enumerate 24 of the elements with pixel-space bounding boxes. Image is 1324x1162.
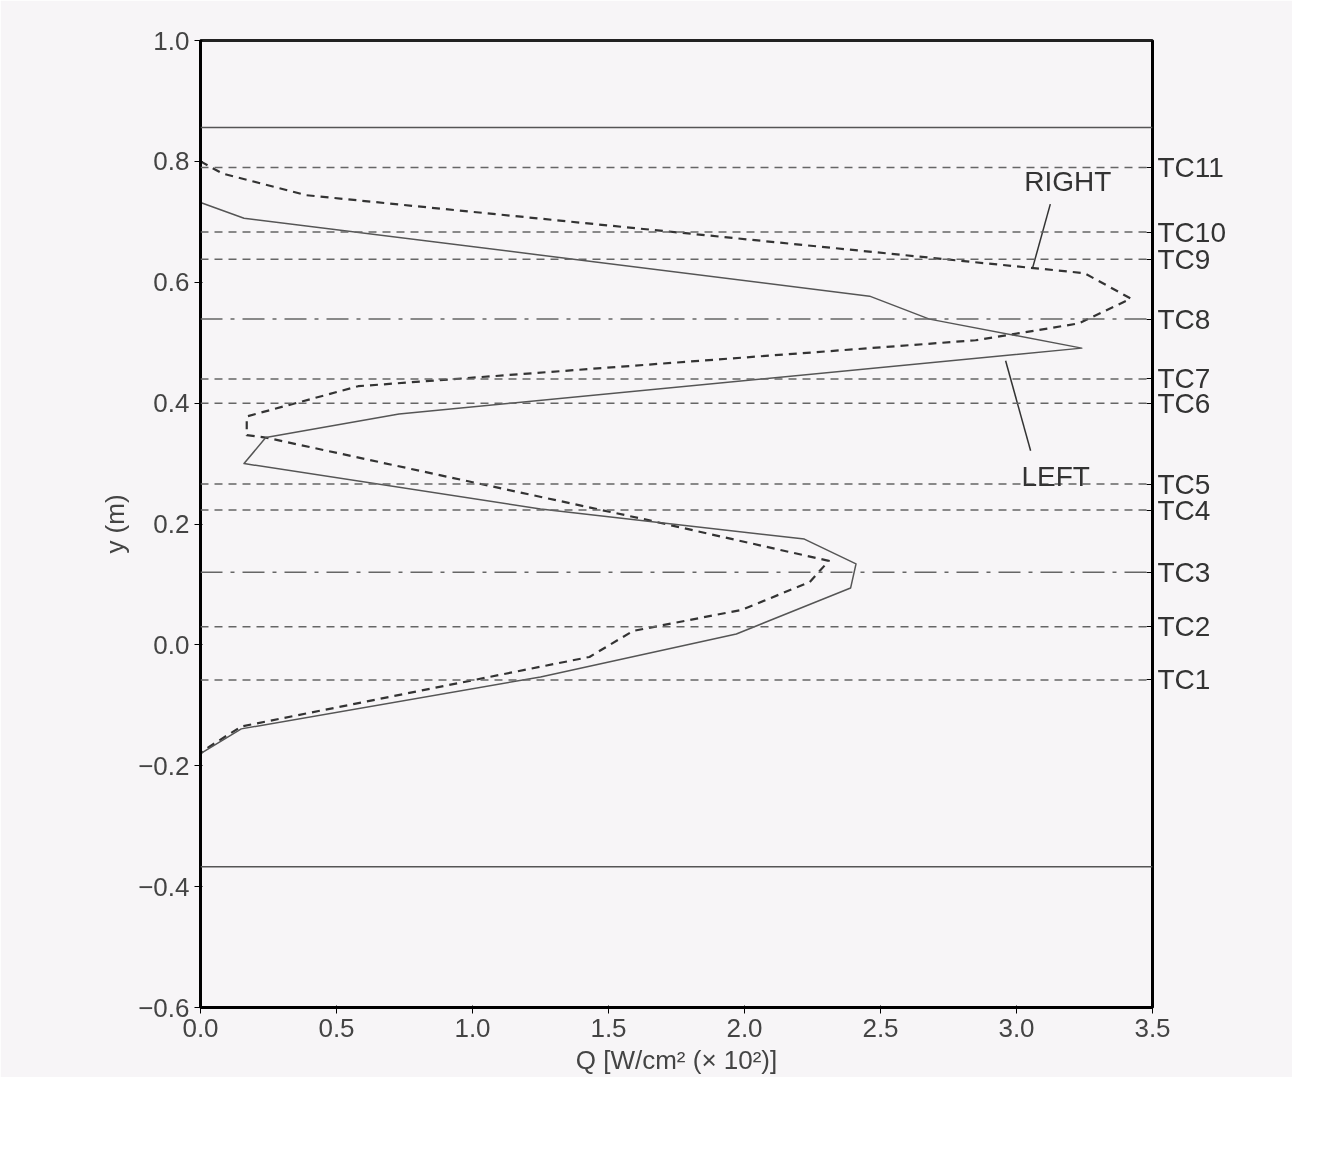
y-tick-label: 1.0 <box>153 25 190 56</box>
annotation: RIGHT <box>1024 166 1112 198</box>
y-tick-label: 0.4 <box>153 388 190 419</box>
y-tick-label: 0.6 <box>153 267 190 298</box>
ref-line-label: TC2 <box>1157 611 1211 643</box>
y-tick-label: −0.4 <box>138 871 190 902</box>
x-tick-label: 1.5 <box>590 1012 627 1043</box>
ref-line-label: TC3 <box>1157 556 1211 588</box>
y-tick-label: 0.0 <box>153 629 190 660</box>
x-tick-label: 3.0 <box>998 1012 1035 1043</box>
y-tick-label: 0.2 <box>153 509 190 539</box>
x-axis-title: Q [W/cm² (× 10²)] <box>575 1044 778 1075</box>
y-axis-title: y (m) <box>100 494 131 554</box>
annotation: LEFT <box>1021 460 1090 492</box>
ref-line-label: TC1 <box>1157 664 1211 696</box>
ref-line-label: TC8 <box>1157 303 1211 335</box>
x-tick-label: 2.0 <box>726 1012 763 1043</box>
x-tick-label: 1.0 <box>454 1012 491 1043</box>
x-tick-label: 0.5 <box>318 1012 355 1043</box>
y-tick-label: 0.8 <box>153 146 190 177</box>
x-tick-label: 3.5 <box>1134 1012 1171 1043</box>
x-tick-label: 2.5 <box>862 1012 899 1043</box>
y-tick-label: −0.2 <box>138 750 190 781</box>
ref-line-label: TC11 <box>1157 151 1224 183</box>
